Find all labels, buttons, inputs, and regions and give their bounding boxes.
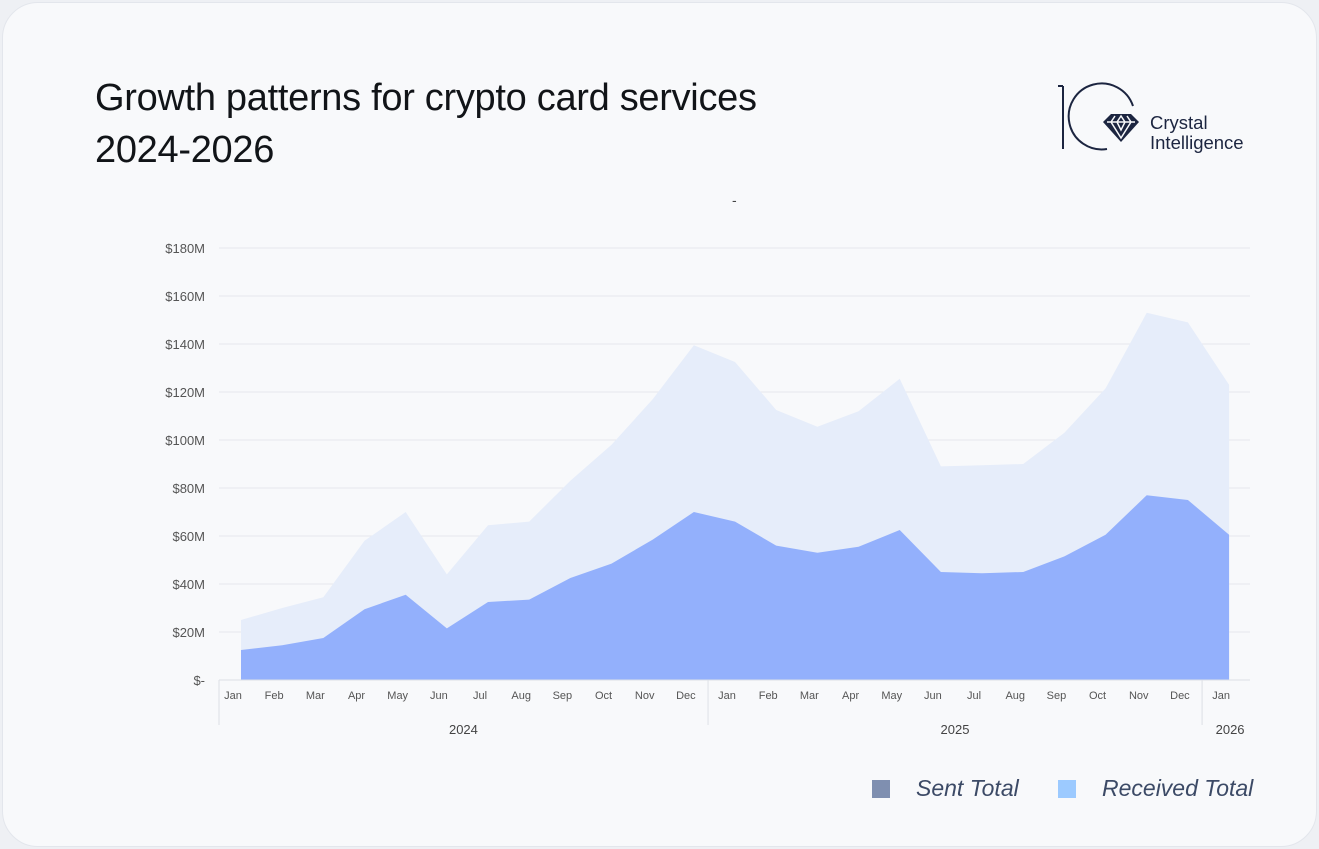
x-tick-label: Dec: [1170, 690, 1190, 702]
x-tick-label: Nov: [1129, 690, 1149, 702]
legend-swatch-received: [1058, 779, 1076, 798]
x-tick-label: Dec: [676, 690, 696, 702]
x-tick-label: Jul: [473, 690, 487, 702]
y-tick-label: $60M: [172, 529, 205, 544]
x-tick-label: Nov: [635, 690, 655, 702]
y-tick-label: $40M: [172, 577, 205, 592]
y-tick-label: $100M: [165, 433, 205, 448]
year-label: 2026: [1216, 722, 1245, 737]
year-label: 2025: [941, 722, 970, 737]
x-tick-label: Jan: [224, 690, 242, 702]
x-tick-label: Sep: [553, 690, 573, 702]
x-tick-label: Jan: [1212, 690, 1230, 702]
logo-text: Crystal Intelligence: [1150, 113, 1244, 153]
x-tick-label: Sep: [1047, 690, 1067, 702]
y-tick-label: $20M: [172, 625, 205, 640]
legend-item-received[interactable]: Received Total: [1058, 775, 1253, 802]
crystal-intelligence-logo: [1058, 82, 1139, 151]
x-tick-label: Mar: [800, 690, 819, 702]
y-tick-label: $80M: [172, 481, 205, 496]
logo-text-line-2: Intelligence: [1150, 132, 1244, 153]
x-tick-label: Jul: [967, 690, 981, 702]
x-tick-label: Feb: [265, 690, 284, 702]
x-tick-label: Apr: [348, 690, 365, 702]
legend-item-sent[interactable]: Sent Total: [872, 775, 1019, 802]
x-tick-label: Aug: [1005, 690, 1025, 702]
chart-subtitle: -: [732, 192, 737, 208]
area-sent-total: [241, 495, 1230, 680]
x-tick-label: Feb: [759, 690, 778, 702]
y-tick-label: $140M: [165, 337, 205, 352]
legend-label-sent: Sent Total: [916, 775, 1019, 801]
y-tick-label: $160M: [165, 289, 205, 304]
legend-label-received: Received Total: [1102, 775, 1254, 801]
y-tick-label: $180M: [165, 241, 205, 256]
x-tick-label: Oct: [595, 690, 612, 702]
title-line-2: 2024-2026: [95, 129, 275, 171]
x-tick-label: Jan: [718, 690, 736, 702]
y-tick-label: $-: [193, 673, 205, 688]
x-tick-label: Oct: [1089, 690, 1106, 702]
x-tick-label: Aug: [511, 690, 531, 702]
chart-title: Growth patterns for crypto card services…: [95, 72, 757, 176]
year-label: 2024: [449, 722, 478, 737]
legend-swatch-sent: [872, 779, 890, 798]
title-line-1: Growth patterns for crypto card services: [95, 77, 757, 119]
x-tick-label: Jun: [430, 690, 448, 702]
x-tick-label: Jun: [924, 690, 942, 702]
y-tick-label: $120M: [165, 385, 205, 400]
x-tick-label: May: [387, 690, 408, 702]
logo-text-line-1: Crystal: [1150, 112, 1208, 133]
x-tick-label: May: [881, 690, 902, 702]
x-tick-label: Apr: [842, 690, 859, 702]
x-tick-label: Mar: [306, 690, 325, 702]
